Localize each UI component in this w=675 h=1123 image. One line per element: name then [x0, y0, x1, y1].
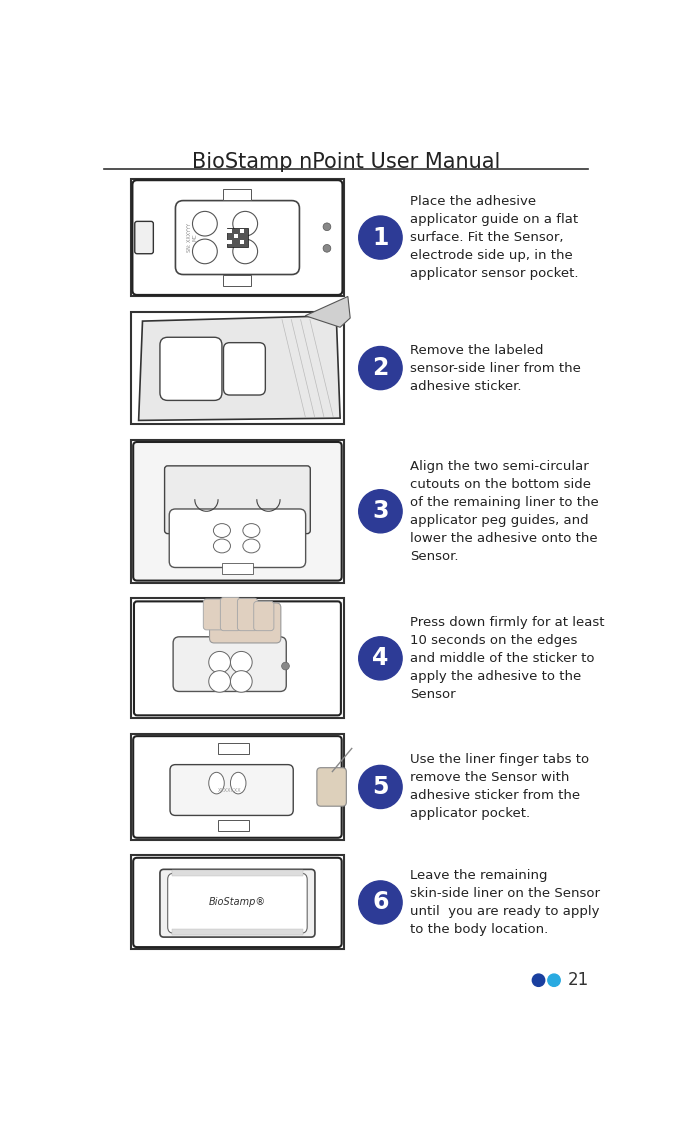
Bar: [218, 820, 249, 831]
Circle shape: [230, 651, 252, 673]
Bar: [131, 179, 344, 296]
Bar: [227, 229, 232, 232]
Bar: [218, 743, 249, 754]
Text: 2: 2: [372, 356, 389, 380]
FancyBboxPatch shape: [134, 602, 341, 715]
Bar: [240, 229, 244, 232]
Circle shape: [192, 239, 217, 264]
Ellipse shape: [213, 523, 230, 538]
FancyBboxPatch shape: [167, 874, 307, 933]
FancyBboxPatch shape: [254, 602, 274, 631]
Circle shape: [233, 211, 258, 236]
Bar: [131, 599, 344, 719]
Bar: [234, 235, 238, 238]
Text: 21: 21: [568, 971, 589, 989]
Ellipse shape: [243, 523, 260, 538]
FancyBboxPatch shape: [160, 337, 222, 401]
Text: 3: 3: [372, 500, 389, 523]
Circle shape: [358, 766, 402, 809]
FancyBboxPatch shape: [173, 637, 286, 692]
FancyBboxPatch shape: [133, 442, 342, 581]
Bar: [171, 870, 303, 876]
Ellipse shape: [230, 773, 246, 794]
Bar: [131, 312, 344, 424]
Bar: [131, 733, 344, 840]
FancyBboxPatch shape: [170, 765, 293, 815]
Text: 4: 4: [372, 647, 389, 670]
Bar: [240, 240, 244, 244]
Bar: [227, 228, 248, 247]
Bar: [223, 275, 251, 285]
Circle shape: [533, 974, 545, 986]
FancyBboxPatch shape: [165, 466, 310, 533]
Circle shape: [548, 974, 560, 986]
Polygon shape: [305, 296, 350, 327]
FancyBboxPatch shape: [135, 221, 153, 254]
FancyBboxPatch shape: [133, 858, 342, 947]
Bar: [131, 856, 344, 949]
Circle shape: [230, 670, 252, 692]
Ellipse shape: [243, 539, 260, 553]
FancyBboxPatch shape: [220, 597, 240, 631]
Circle shape: [358, 490, 402, 532]
Circle shape: [192, 211, 217, 236]
Text: SN: XXXYYY
MC: SN: XXXYYY MC: [187, 223, 198, 253]
Circle shape: [358, 216, 402, 259]
Text: BioStamp®: BioStamp®: [209, 897, 266, 907]
Circle shape: [358, 880, 402, 924]
FancyBboxPatch shape: [238, 599, 258, 631]
Text: Press down firmly for at least
10 seconds on the edges
and middle of the sticker: Press down firmly for at least 10 second…: [410, 615, 604, 701]
FancyBboxPatch shape: [176, 201, 300, 274]
FancyBboxPatch shape: [169, 509, 306, 567]
Text: Leave the remaining
skin-side liner on the Sensor
until  you are ready to apply
: Leave the remaining skin-side liner on t…: [410, 869, 600, 935]
Bar: [227, 240, 232, 244]
Text: Place the adhesive
applicator guide on a flat
surface. Fit the Sensor,
electrode: Place the adhesive applicator guide on a…: [410, 195, 578, 280]
Circle shape: [323, 245, 331, 253]
Circle shape: [209, 651, 230, 673]
FancyBboxPatch shape: [203, 599, 223, 630]
Circle shape: [358, 347, 402, 390]
FancyBboxPatch shape: [160, 869, 315, 937]
Text: 6: 6: [372, 891, 389, 914]
Text: Remove the labeled
sensor-side liner from the
adhesive sticker.: Remove the labeled sensor-side liner fro…: [410, 344, 580, 393]
Bar: [223, 190, 251, 200]
FancyBboxPatch shape: [223, 343, 265, 395]
Ellipse shape: [209, 773, 224, 794]
Circle shape: [209, 670, 230, 692]
Text: BioStamp nPoint User Manual: BioStamp nPoint User Manual: [192, 152, 500, 172]
FancyBboxPatch shape: [317, 768, 346, 806]
FancyBboxPatch shape: [209, 603, 281, 643]
Bar: [171, 929, 303, 934]
Circle shape: [281, 663, 290, 670]
Text: 1: 1: [372, 226, 389, 249]
FancyBboxPatch shape: [133, 737, 342, 838]
Bar: [222, 563, 253, 574]
Text: XXXXXXX: XXXXXXX: [218, 788, 242, 793]
FancyBboxPatch shape: [132, 180, 342, 295]
Circle shape: [358, 637, 402, 679]
Text: 5: 5: [372, 775, 389, 798]
Circle shape: [233, 239, 258, 264]
Circle shape: [323, 223, 331, 230]
Polygon shape: [138, 316, 340, 420]
Text: Use the liner finger tabs to
remove the Sensor with
adhesive sticker from the
ap: Use the liner finger tabs to remove the …: [410, 754, 589, 821]
Text: Align the two semi-circular
cutouts on the bottom side
of the remaining liner to: Align the two semi-circular cutouts on t…: [410, 459, 599, 563]
Ellipse shape: [213, 539, 230, 553]
Bar: [131, 440, 344, 583]
